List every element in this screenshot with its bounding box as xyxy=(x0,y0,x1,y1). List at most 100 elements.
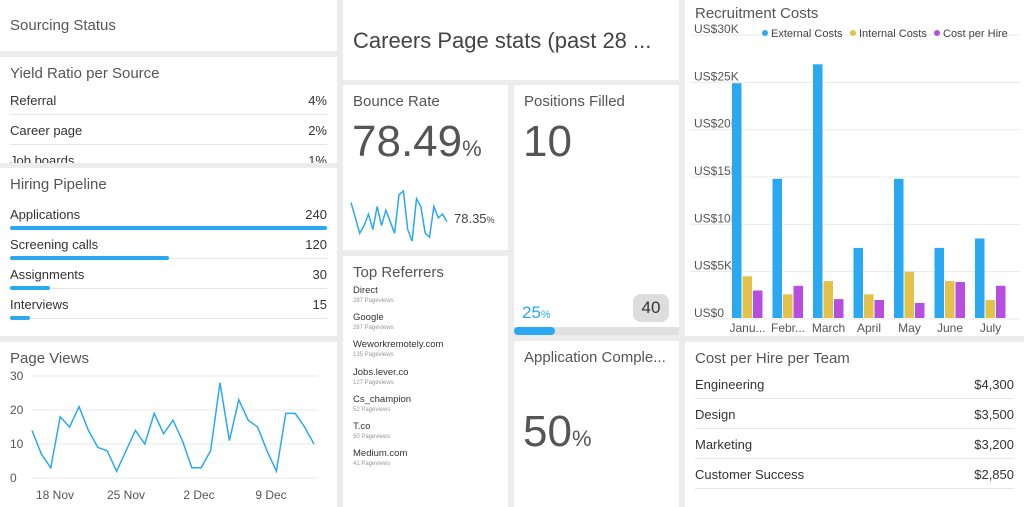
row-value: 2% xyxy=(308,123,327,138)
list-item: Marketing $3,200 xyxy=(695,429,1014,459)
panel-title: Recruitment Costs xyxy=(695,5,819,22)
page-views-line xyxy=(31,382,315,474)
recruitment-costs-chart: US$30K US$25K US$20K US$15K US$10K US$5K US$0 E… xyxy=(690,22,1020,335)
bar xyxy=(742,276,752,318)
spark-unit: % xyxy=(486,215,495,225)
legend-label: External Costs xyxy=(771,28,843,40)
percent-number: 25 xyxy=(522,303,541,322)
row-value: $3,200 xyxy=(974,437,1014,452)
row-value: 4% xyxy=(308,93,327,108)
row-label: Customer Success xyxy=(695,467,805,482)
row-value: 240 xyxy=(305,207,327,222)
yield-ratio-panel: Yield Ratio per Source Referral 4% Career… xyxy=(0,57,337,163)
progress-track xyxy=(514,327,679,335)
progress-bar xyxy=(10,286,50,290)
bar xyxy=(985,300,995,318)
x-tick-label: April xyxy=(857,321,881,335)
legend-label: Cost per Hire xyxy=(943,28,1008,40)
application-completion-panel: Application Comple... 50% xyxy=(514,341,679,507)
x-tick-label: Janu... xyxy=(729,321,765,335)
y-tick-label: US$5K xyxy=(694,259,732,273)
bar xyxy=(996,285,1006,318)
y-tick-label: US$10K xyxy=(694,211,739,225)
y-tick-label: 20 xyxy=(10,403,24,417)
x-tick-label: 25 Nov xyxy=(107,488,145,502)
row-label: Assignments xyxy=(10,267,85,282)
referrer-pageviews: 127 Pageviews xyxy=(353,379,394,386)
bar xyxy=(904,271,914,318)
y-tick-label: 0 xyxy=(10,471,17,485)
bar xyxy=(823,281,833,318)
panel-title: Top Referrers xyxy=(353,264,444,281)
bar xyxy=(915,302,925,318)
bounce-sparkline xyxy=(350,189,448,242)
progress-fill xyxy=(514,327,556,335)
row-label: Design xyxy=(695,407,736,422)
list-item: Applications 240 xyxy=(10,199,327,230)
recruitment-costs-panel: Recruitment Costs US$30K US$25K US$20K US$1… xyxy=(685,0,1024,336)
row-label: Career page xyxy=(10,123,83,138)
row-label: Marketing xyxy=(695,437,753,452)
row-label: Screening calls xyxy=(10,237,99,252)
referrer-name: Cs_champion xyxy=(353,393,412,405)
panel-title: Application Comple... xyxy=(524,349,666,366)
y-tick-label: US$20K xyxy=(694,117,739,131)
list-item: Job boards 1% xyxy=(10,145,327,163)
bar xyxy=(793,285,803,318)
referrer-name: Medium.com xyxy=(353,448,408,460)
referrer-name: Google xyxy=(353,312,384,324)
referrer-name: Jobs.lever.co xyxy=(353,366,409,378)
legend-label: Internal Costs xyxy=(859,28,927,40)
row-value: $3,500 xyxy=(974,407,1014,422)
bar xyxy=(975,238,985,318)
y-tick-label: US$15K xyxy=(694,164,739,178)
sparkline-path xyxy=(350,189,448,242)
completion-value: 50% xyxy=(523,407,592,457)
x-tick-label: 18 Nov xyxy=(36,488,74,502)
row-label: Referral xyxy=(10,93,57,108)
list-item: Referral 4% xyxy=(10,85,327,115)
careers-stats-panel: Careers Page stats (past 28 ... xyxy=(343,0,679,80)
bar xyxy=(772,178,782,318)
row-value: 1% xyxy=(308,153,327,163)
y-tick-label: US$25K xyxy=(694,69,739,83)
sourcing-status-panel: Sourcing Status xyxy=(0,0,337,51)
list-item: Engineering $4,300 xyxy=(695,369,1014,399)
row-value: 120 xyxy=(305,237,327,252)
row-label: Applications xyxy=(10,207,81,222)
panel-title: Bounce Rate xyxy=(353,93,440,110)
y-tick-label: 30 xyxy=(10,369,24,383)
bar xyxy=(732,83,742,318)
list-item: Screening calls 120 xyxy=(10,229,327,260)
bar xyxy=(783,294,793,318)
row-value: $2,850 xyxy=(974,467,1014,482)
progress-bar xyxy=(10,316,30,320)
bounce-rate-value: 78.49% xyxy=(352,117,482,167)
x-tick-label: March xyxy=(812,321,845,335)
row-value: 30 xyxy=(312,267,327,282)
referrer-pageviews: 41 Pageviews xyxy=(353,461,391,468)
panel-title: Cost per Hire per Team xyxy=(695,350,850,367)
progress-bar xyxy=(10,256,169,260)
bar xyxy=(945,281,955,318)
x-tick-label: May xyxy=(898,321,921,335)
panel-title: Yield Ratio per Source xyxy=(10,65,160,82)
bar xyxy=(874,300,884,318)
list-item: Career page 2% xyxy=(10,115,327,145)
positions-filled-panel: Positions Filled 10 25% 40 xyxy=(514,85,679,335)
list-item: Assignments 30 xyxy=(10,259,327,290)
referrer-name: T.co xyxy=(353,421,371,432)
page-views-panel: Page Views 30 20 10 0 18 Nov 25 Nov 2 Dec 9 Dec xyxy=(0,342,337,507)
legend-marker xyxy=(850,30,856,36)
list-item: Interviews 15 xyxy=(10,289,327,320)
row-label: Engineering xyxy=(695,377,765,392)
progress-percent: 25% xyxy=(522,303,551,323)
x-tick-label: 2 Dec xyxy=(183,488,214,502)
panel-title: Page Views xyxy=(10,350,89,367)
row-value: $4,300 xyxy=(974,377,1014,392)
value-unit: % xyxy=(462,136,482,161)
referrer-name: Weworkremotely.com xyxy=(353,339,444,351)
panel-title: Hiring Pipeline xyxy=(10,176,107,193)
target-badge: 40 xyxy=(633,294,669,322)
value-number: 50 xyxy=(523,407,572,456)
